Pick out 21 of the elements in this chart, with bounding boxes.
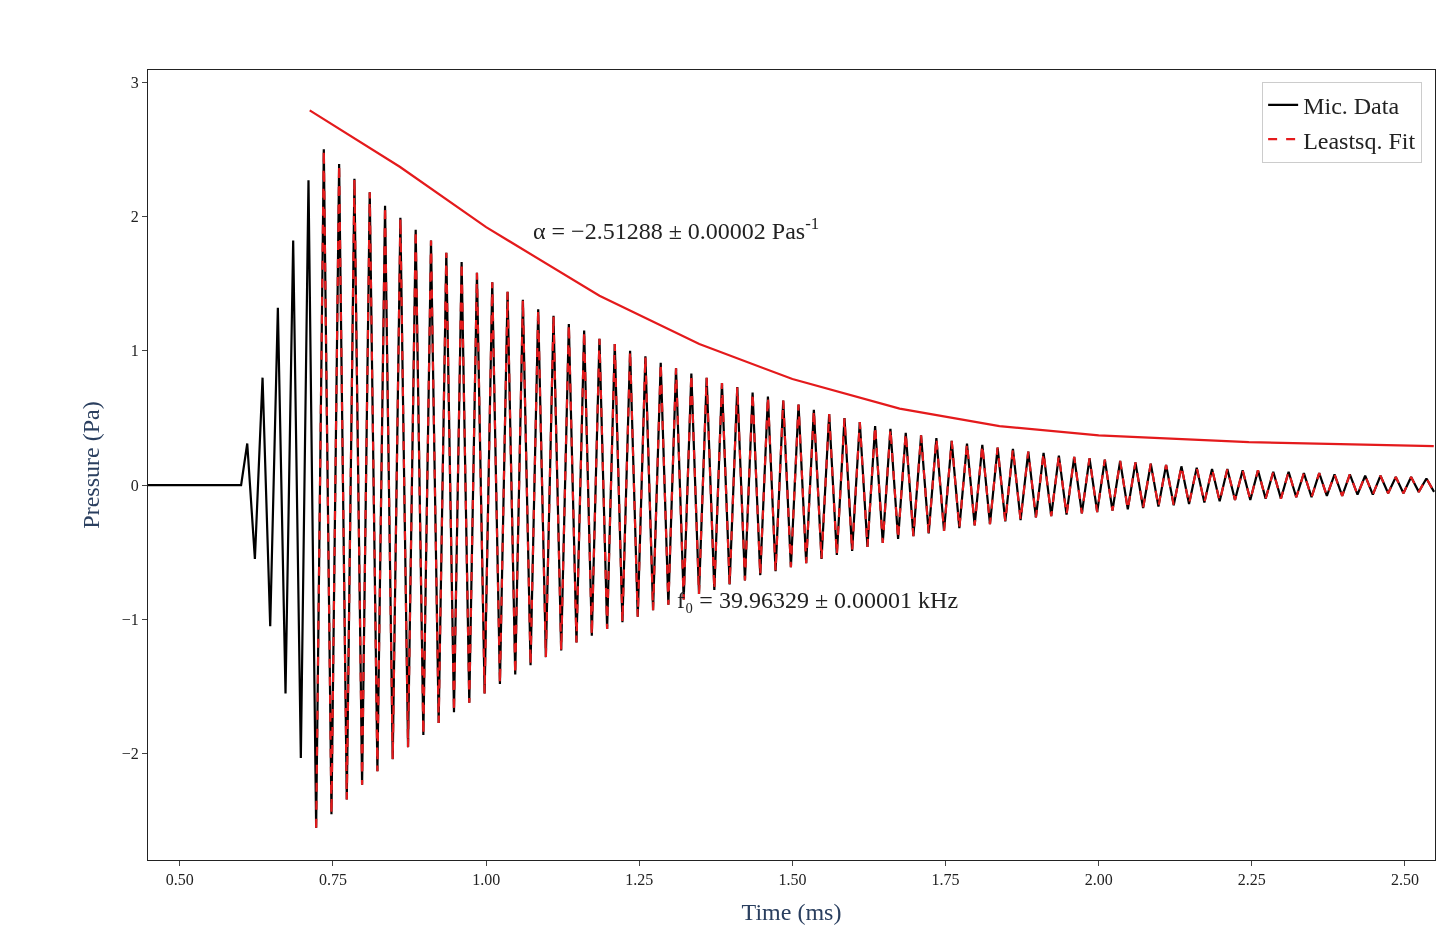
legend-label: Leastsq. Fit (1303, 127, 1416, 154)
x-axis-title: Time (ms) (741, 898, 842, 925)
x-tick-label: 0.50 (165, 871, 194, 889)
legend-label: Mic. Data (1303, 93, 1400, 120)
x-tick-label: 1.25 (625, 871, 654, 889)
y-tick-label: 2 (130, 208, 139, 226)
y-axis-title: Pressure (Pa) (77, 401, 104, 529)
y-tick-label: −2 (121, 745, 139, 763)
x-tick-label: 1.75 (931, 871, 960, 889)
x-tick-label: 2.00 (1084, 871, 1113, 889)
y-tick-label: 3 (130, 73, 139, 91)
annotation: α = −2.51288 ± 0.00002 Pas$^{-1}$ (533, 214, 820, 245)
annotation: f₀ = 39.96329 ± 0.00001 kHz (677, 587, 959, 613)
y-tick-label: 1 (130, 342, 139, 360)
y-tick-label: −1 (121, 611, 139, 629)
x-tick-label: 1.00 (472, 871, 501, 889)
x-tick-label: 2.25 (1237, 871, 1266, 889)
x-tick-label: 0.75 (318, 871, 347, 889)
x-tick-label: 2.50 (1390, 871, 1419, 889)
x-tick-label: 1.50 (778, 871, 807, 889)
y-tick-label: 0 (130, 476, 139, 494)
